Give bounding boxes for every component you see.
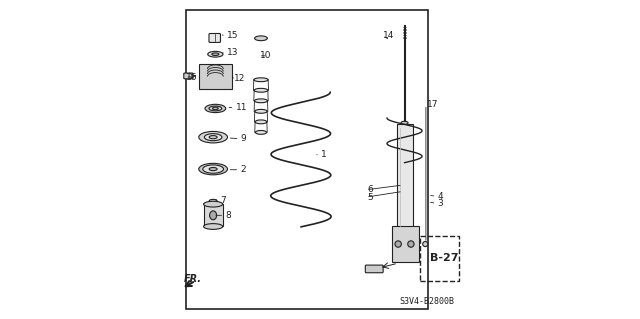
Ellipse shape [203,165,223,173]
Circle shape [422,241,428,247]
Text: 4: 4 [437,192,443,201]
Text: 14: 14 [383,31,394,40]
FancyBboxPatch shape [209,33,220,42]
Ellipse shape [204,134,222,141]
Ellipse shape [209,167,217,171]
FancyBboxPatch shape [184,73,193,79]
FancyBboxPatch shape [365,265,383,273]
Text: 7: 7 [220,196,226,204]
Bar [186,10,428,309]
Text: 2: 2 [240,165,246,174]
Text: 17: 17 [427,100,438,109]
Ellipse shape [255,99,268,103]
Text: 3: 3 [437,199,443,208]
Text: 16: 16 [186,73,198,82]
Ellipse shape [255,36,268,41]
Bar [204,204,223,226]
Ellipse shape [209,106,221,111]
Ellipse shape [401,121,408,124]
Text: S3V4-B2800B: S3V4-B2800B [399,297,454,306]
Text: 6: 6 [367,185,372,194]
Ellipse shape [205,104,226,113]
Ellipse shape [254,88,268,92]
Text: 9: 9 [241,134,246,143]
Ellipse shape [212,53,219,56]
Ellipse shape [208,51,223,57]
Ellipse shape [212,107,218,110]
Ellipse shape [255,130,267,134]
Text: 13: 13 [227,48,238,57]
Ellipse shape [209,136,217,139]
Text: 12: 12 [234,74,246,83]
Ellipse shape [210,211,217,220]
Text: 10: 10 [260,51,271,60]
Text: B-27: B-27 [430,253,458,263]
Ellipse shape [199,131,227,143]
Ellipse shape [255,120,267,124]
Polygon shape [199,64,232,89]
Ellipse shape [204,224,223,229]
Text: 1: 1 [321,150,326,159]
Ellipse shape [209,199,217,203]
Bar [397,124,413,230]
Ellipse shape [204,201,223,207]
Ellipse shape [199,163,227,175]
Text: FR.: FR. [184,274,202,284]
Polygon shape [392,226,419,262]
Text: 5: 5 [367,193,372,202]
Circle shape [395,241,401,247]
Text: 8: 8 [225,211,231,220]
Text: 15: 15 [227,31,238,40]
Ellipse shape [255,109,268,113]
Circle shape [408,241,414,247]
Ellipse shape [254,78,268,82]
Text: 11: 11 [236,103,247,112]
